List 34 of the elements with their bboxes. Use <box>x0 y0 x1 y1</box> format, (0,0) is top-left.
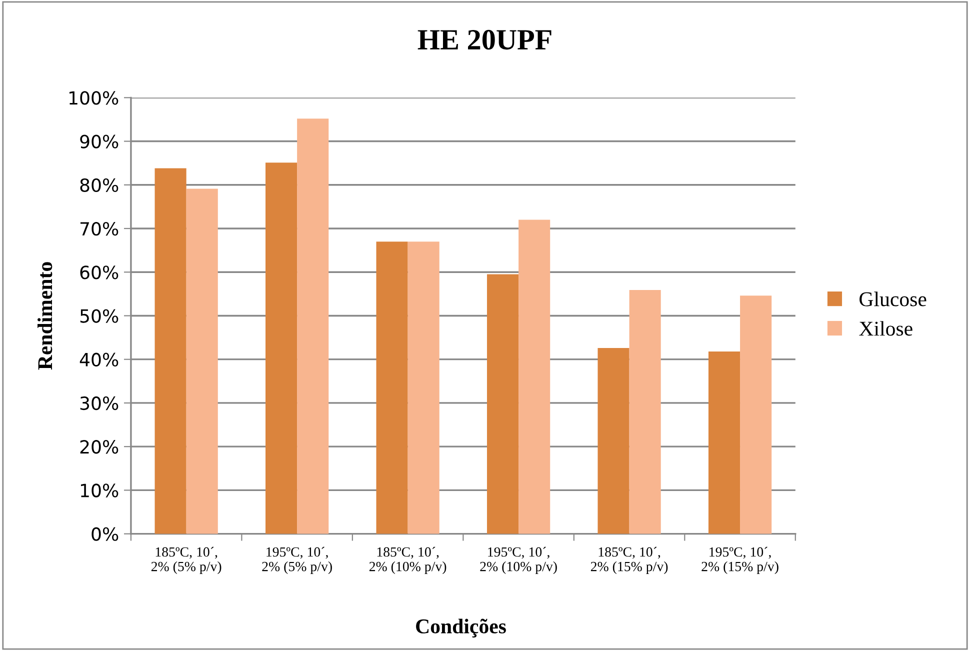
bar <box>629 290 661 534</box>
legend-label: Xilose <box>859 321 912 336</box>
legend-label: Glucose <box>860 292 926 306</box>
y-tick-label: 30% <box>80 396 118 410</box>
bar <box>297 118 329 534</box>
x-tick-label: 185ºC, 10´, 2% (5% p/v) <box>151 546 222 574</box>
bar <box>408 242 440 534</box>
y-tick-label: 70% <box>80 222 118 236</box>
y-tick-label: 0% <box>92 527 118 541</box>
x-tick-label: 195ºC, 10´, 2% (10% p/v) <box>480 546 557 574</box>
bar <box>266 162 298 534</box>
x-tick-label: 195ºC, 10´, 2% (15% p/v) <box>702 546 778 574</box>
bar <box>486 274 519 534</box>
y-tick-label: 90% <box>80 134 118 148</box>
y-tick-label: 80% <box>80 178 118 192</box>
y-tick-label: 100% <box>70 91 118 105</box>
bar <box>518 220 550 534</box>
x-tick-label: 195ºC, 10´, 2% (5% p/v) <box>262 546 332 574</box>
y-tick-label: 60% <box>80 266 118 280</box>
bar <box>154 168 186 534</box>
y-axis-title: Rendimento <box>38 262 52 370</box>
y-tick-label: 10% <box>80 484 118 498</box>
x-tick-label: 185ºC, 10´, 2% (15% p/v) <box>590 546 668 574</box>
bar <box>598 348 630 534</box>
y-tick-label: 40% <box>80 352 118 366</box>
bar <box>708 352 740 534</box>
bar <box>740 296 772 534</box>
y-tick-label: 20% <box>80 440 118 454</box>
bar <box>186 188 218 534</box>
chart-title: HE 20UPF <box>418 30 552 50</box>
bar <box>376 242 408 534</box>
x-axis-title: Condições <box>416 618 506 638</box>
x-tick-label: 185ºC, 10´, 2% (10% p/v) <box>369 546 446 574</box>
y-tick-label: 50% <box>80 309 118 323</box>
